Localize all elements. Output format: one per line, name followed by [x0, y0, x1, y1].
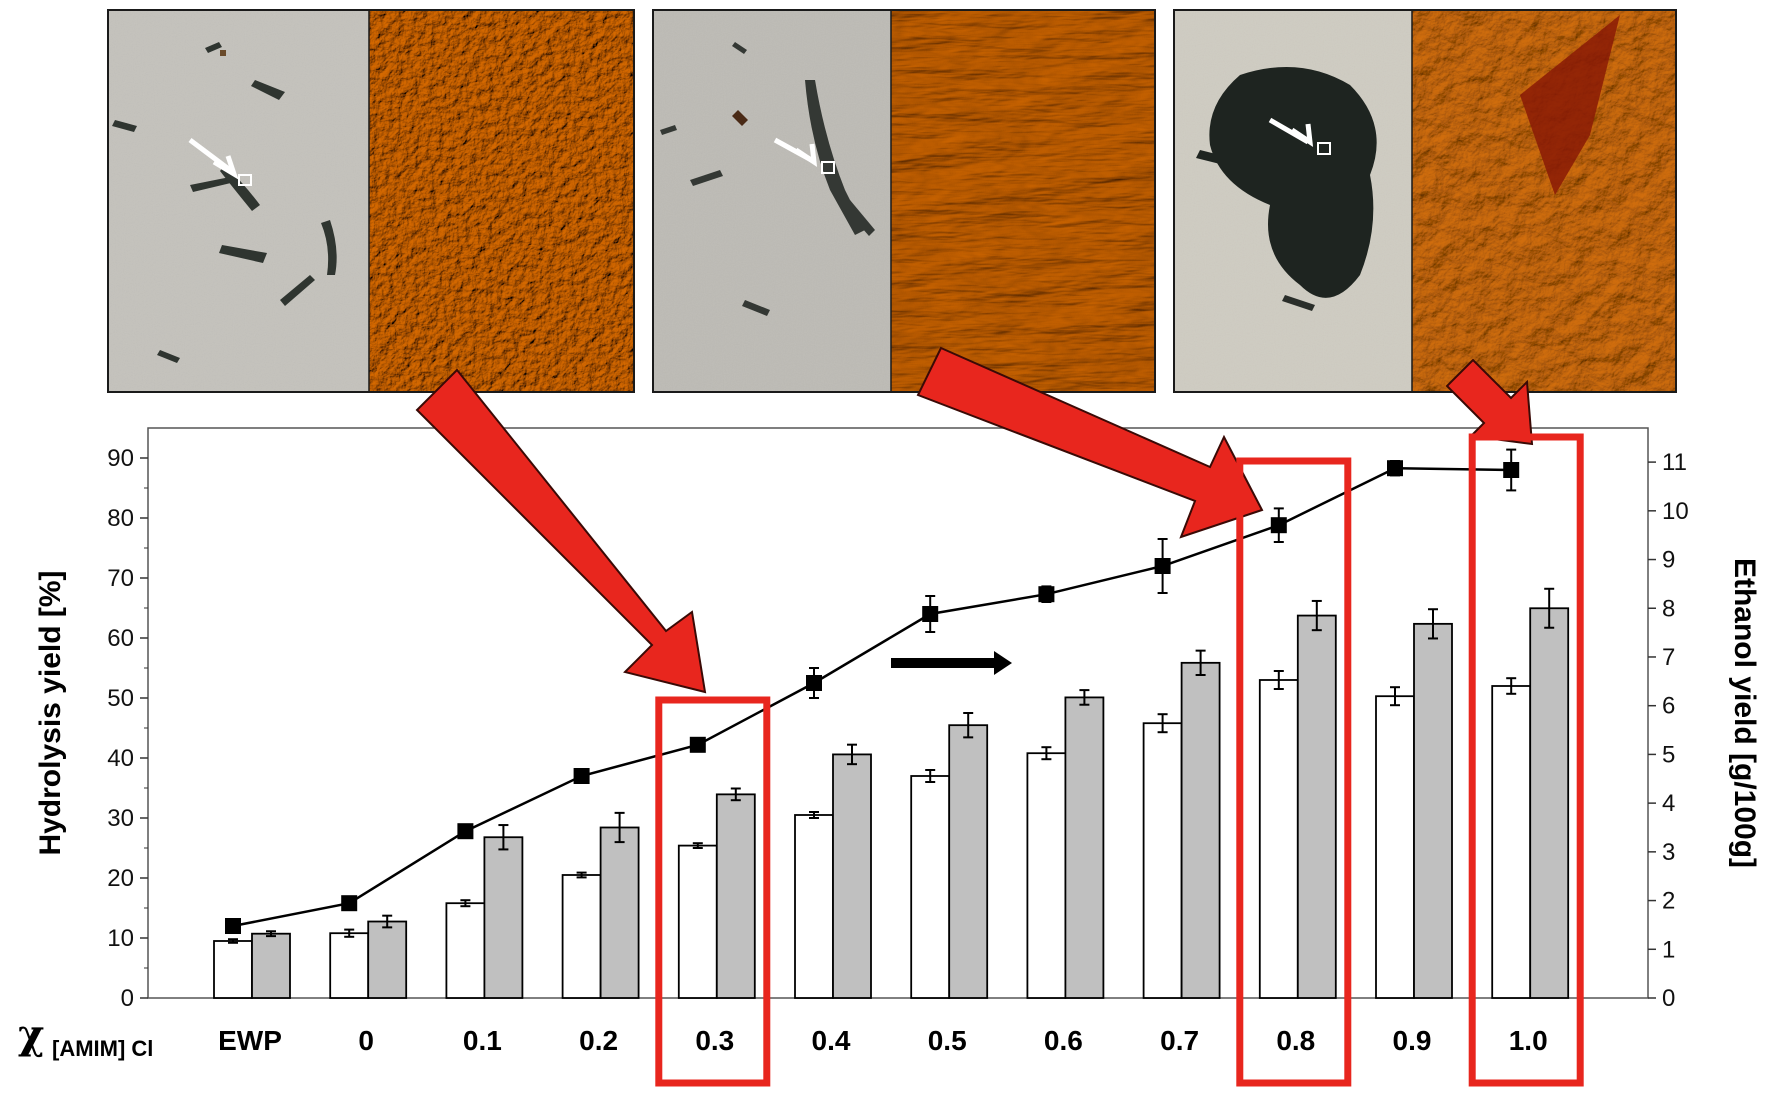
category-label: 1.0: [1509, 1025, 1548, 1056]
line-marker: [341, 895, 358, 912]
line-marker: [1503, 462, 1520, 478]
bar-ethanol-gray: [1413, 622, 1453, 999]
right-tick-label: 6: [1662, 693, 1675, 720]
afm-image-2: [891, 10, 1155, 392]
light-micrograph-3: [1174, 10, 1412, 392]
line-marker: [922, 606, 939, 622]
bar-hydrolysis-open: [910, 775, 951, 999]
highlight-boxes: [655, 433, 1584, 1087]
line-marker: [689, 736, 706, 753]
right-tick-label: 10: [1662, 498, 1689, 525]
bar-hydrolysis-open: [213, 940, 253, 999]
line-marker: [225, 918, 241, 934]
bar-ethanol-gray: [483, 836, 524, 999]
light-micrograph-2: [653, 10, 891, 392]
left-tick-label: 30: [107, 805, 134, 832]
category-label: 0: [358, 1025, 374, 1056]
bar-ethanol-gray: [599, 826, 640, 999]
left-tick-label: 0: [121, 985, 134, 1012]
bar-ethanol-gray: [1296, 614, 1337, 999]
category-label: 0.2: [579, 1025, 618, 1056]
line-marker: [1154, 558, 1171, 574]
indicator-arrow: [891, 651, 1012, 675]
afm-image-3: [1412, 10, 1676, 392]
plot-area: [147, 427, 1649, 999]
bar-hydrolysis-open: [1258, 679, 1299, 999]
right-tick-label: 0: [1662, 985, 1675, 1012]
line-marker: [1387, 460, 1403, 477]
right-tick-label: 5: [1662, 741, 1675, 768]
category-label: 0.9: [1393, 1025, 1432, 1056]
bar-hydrolysis-open: [1142, 722, 1183, 999]
line-marker: [457, 823, 474, 840]
category-label: 0.5: [928, 1025, 967, 1056]
left-tick-label: 10: [107, 925, 134, 952]
bar-ethanol-gray: [251, 932, 291, 999]
bar-hydrolysis-open: [1375, 695, 1415, 999]
left-axis-title: Hydrolysis yield [%]: [34, 570, 67, 855]
bar-hydrolysis-open: [329, 932, 370, 999]
right-tick-label: 2: [1662, 888, 1675, 915]
right-tick-label: 1: [1662, 936, 1675, 963]
left-tick-label: 80: [107, 505, 134, 532]
line-layer: [225, 448, 1520, 934]
right-tick-label: 3: [1662, 839, 1675, 866]
highlight-box: [655, 696, 771, 1087]
line-series: [232, 466, 1512, 928]
category-label: 0.7: [1160, 1025, 1199, 1056]
right-tick-label: 9: [1662, 547, 1675, 574]
left-tick-label: 70: [107, 565, 134, 592]
left-tick-label: 90: [107, 445, 134, 472]
category-labels: EWP 0 0.1 0.2 0.3 0.4 0.5 0.6 0.7 0.8 0.9 1.0: [218, 1025, 1548, 1056]
right-axis-ticks: 0 1 2 3 4 5 6 7 8 9 10 11: [1648, 449, 1689, 1012]
bar-ethanol-gray: [948, 724, 989, 999]
line-marker: [1038, 586, 1055, 603]
bar-hydrolysis-open: [445, 902, 486, 999]
bar-layer: [213, 587, 1570, 999]
right-tick-label: 8: [1662, 595, 1675, 622]
light-micrograph-1: [108, 10, 369, 392]
category-label: EWP: [218, 1025, 282, 1056]
bar-ethanol-gray: [1064, 696, 1105, 999]
bar-ethanol-gray: [367, 920, 408, 999]
left-tick-label: 20: [107, 865, 134, 892]
line-marker: [573, 768, 590, 784]
category-label: 0.4: [812, 1025, 851, 1056]
micrograph-strip: [107, 9, 1677, 393]
category-label: 0.8: [1276, 1025, 1315, 1056]
highlight-box: [1236, 457, 1352, 1087]
left-tick-label: 40: [107, 745, 134, 772]
left-tick-label: 50: [107, 685, 134, 712]
x-axis-subscript: [AMIM] Cl: [52, 1036, 153, 1061]
left-axis-ticks: 0 10 20 30 40 50 60 70 80 90: [107, 445, 148, 1012]
x-axis-symbol: χ: [18, 1011, 44, 1058]
bar-hydrolysis-open: [561, 874, 602, 999]
highlight-box: [1468, 433, 1584, 1087]
bar-ethanol-gray: [1180, 661, 1221, 999]
bar-hydrolysis-open: [794, 814, 834, 999]
left-tick-label: 60: [107, 625, 134, 652]
category-label: 0.6: [1044, 1025, 1083, 1056]
bar-ethanol-gray: [1529, 607, 1570, 999]
bar-hydrolysis-open: [1491, 685, 1532, 999]
category-label: 0.3: [695, 1025, 734, 1056]
callout-arrow-1: [415, 368, 707, 694]
right-tick-label: 7: [1662, 644, 1675, 671]
category-label: 0.1: [463, 1025, 502, 1056]
right-axis-title: Ethanol yield [g/100g]: [1728, 558, 1761, 868]
bar-hydrolysis-open: [677, 844, 718, 999]
line-marker: [806, 675, 822, 691]
right-tick-label: 4: [1662, 790, 1675, 817]
bar-ethanol-gray: [832, 753, 872, 999]
right-tick-label: 11: [1662, 449, 1687, 476]
bar-ethanol-gray: [715, 793, 756, 999]
line-marker: [1270, 517, 1287, 534]
callout-arrow-2: [916, 346, 1264, 539]
bar-hydrolysis-open: [1026, 752, 1067, 999]
afm-image-1: [369, 10, 634, 392]
